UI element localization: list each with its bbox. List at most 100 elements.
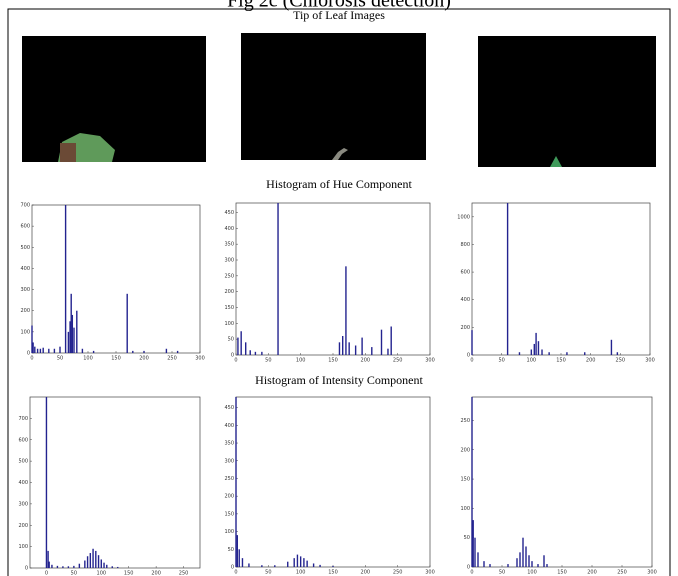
y-tick-label: 1000 xyxy=(457,214,470,220)
bar xyxy=(34,346,36,353)
bar xyxy=(59,346,61,353)
x-tick-label: 150 xyxy=(124,571,134,576)
x-tick-label: 100 xyxy=(296,570,306,576)
x-tick-label: 250 xyxy=(179,571,189,576)
x-tick-label: 100 xyxy=(97,571,107,576)
y-tick-label: 50 xyxy=(228,547,234,553)
bar xyxy=(245,342,247,355)
bar xyxy=(348,342,350,355)
bar xyxy=(86,556,89,568)
bar xyxy=(42,347,44,353)
x-tick-label: 150 xyxy=(111,356,121,362)
bar xyxy=(533,343,535,355)
figure-frame xyxy=(7,8,671,576)
bar xyxy=(319,564,321,567)
x-tick-label: 200 xyxy=(361,358,371,364)
bar xyxy=(36,348,39,353)
y-tick-label: 700 xyxy=(18,416,28,422)
y-tick-label: 250 xyxy=(224,273,234,279)
x-tick-label: 200 xyxy=(361,570,371,576)
x-tick-label: 250 xyxy=(393,570,403,576)
bar xyxy=(312,563,315,567)
row-title: Histogram of Intensity Component xyxy=(255,373,423,387)
x-tick-label: 250 xyxy=(617,570,627,576)
x-tick-label: 200 xyxy=(587,570,597,576)
bar xyxy=(53,348,56,353)
bar xyxy=(380,329,383,355)
bar xyxy=(81,348,84,353)
bar xyxy=(117,566,119,568)
bar xyxy=(31,325,33,353)
bar xyxy=(237,337,239,355)
row-title: Histogram of Hue Component xyxy=(266,177,412,191)
x-tick-label: 200 xyxy=(586,358,596,364)
bar xyxy=(89,553,92,568)
bar xyxy=(338,342,341,355)
bar xyxy=(48,348,50,353)
bar xyxy=(293,558,295,567)
bar xyxy=(507,564,509,567)
y-tick-label: 150 xyxy=(460,477,470,483)
bar xyxy=(176,350,179,353)
bar xyxy=(73,327,75,353)
bar xyxy=(287,561,289,567)
bar xyxy=(518,352,521,355)
bar xyxy=(371,347,373,355)
bar xyxy=(530,349,533,355)
leaf-image xyxy=(241,33,426,160)
y-tick-label: 150 xyxy=(224,305,234,311)
bar xyxy=(103,562,105,568)
y-tick-label: 700 xyxy=(20,203,30,209)
x-tick-label: 150 xyxy=(556,358,566,364)
bar xyxy=(472,520,474,567)
bar xyxy=(100,559,102,568)
y-tick-label: 0 xyxy=(27,351,30,357)
y-tick-label: 0 xyxy=(25,566,28,572)
y-tick-label: 0 xyxy=(467,353,470,359)
bar xyxy=(62,566,64,568)
y-tick-label: 200 xyxy=(20,308,30,314)
y-tick-label: 200 xyxy=(224,289,234,295)
bar xyxy=(522,537,524,567)
bar xyxy=(471,397,473,567)
y-tick-label: 400 xyxy=(224,226,234,232)
bar xyxy=(48,561,50,568)
bar xyxy=(299,556,302,567)
bar xyxy=(537,341,540,355)
x-tick-label: 300 xyxy=(645,358,655,364)
bar xyxy=(254,351,257,355)
y-tick-label: 50 xyxy=(228,337,234,343)
bar xyxy=(535,332,537,355)
y-tick-label: 0 xyxy=(231,353,234,359)
bar xyxy=(240,331,242,355)
bar xyxy=(296,554,299,567)
y-tick-label: 400 xyxy=(224,423,234,429)
y-tick-label: 800 xyxy=(460,242,470,248)
x-tick-label: 250 xyxy=(616,358,626,364)
bar xyxy=(616,352,619,355)
bar xyxy=(76,310,78,353)
bar xyxy=(95,550,97,568)
x-tick-label: 300 xyxy=(425,358,435,364)
bar xyxy=(78,563,81,568)
bar xyxy=(477,552,479,567)
bar xyxy=(32,342,34,353)
plot-frame xyxy=(471,396,653,568)
bar xyxy=(73,565,75,568)
x-tick-label: 50 xyxy=(498,358,504,364)
bar xyxy=(249,350,251,355)
bar xyxy=(241,558,244,567)
bar xyxy=(506,203,509,355)
plot-frame xyxy=(471,202,651,356)
bar xyxy=(306,560,308,567)
x-tick-label: 300 xyxy=(425,570,435,576)
x-tick-label: 0 xyxy=(234,358,237,364)
bar xyxy=(132,350,134,353)
y-tick-label: 100 xyxy=(224,529,234,535)
bar xyxy=(474,537,476,567)
bar xyxy=(84,560,86,568)
y-tick-label: 600 xyxy=(20,224,30,230)
x-tick-label: 0 xyxy=(45,571,48,576)
bar xyxy=(165,348,168,353)
bar xyxy=(548,352,550,355)
